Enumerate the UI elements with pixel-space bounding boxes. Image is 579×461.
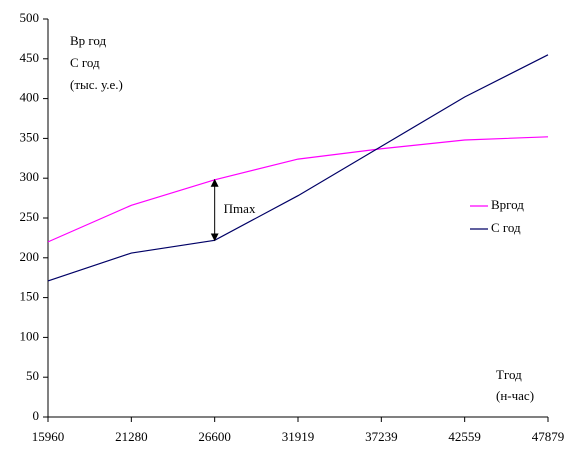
legend-label: Вргод [491,197,524,212]
y-tick-label: 450 [20,50,40,65]
y-tick-label: 300 [20,169,40,184]
y-tick-label: 0 [33,408,40,423]
x-tick-label: 47879 [532,429,565,444]
y-axis-label: Вр год [70,33,107,48]
y-tick-label: 400 [20,90,40,105]
x-tick-label: 31919 [282,429,315,444]
x-tick-label: 15960 [32,429,65,444]
x-tick-label: 42559 [448,429,481,444]
x-tick-label: 37239 [365,429,398,444]
y-tick-label: 50 [26,368,39,383]
x-axis-label: (н-час) [496,388,534,403]
x-axis-label: Тгод [496,367,522,382]
y-tick-label: 200 [20,249,40,264]
y-tick-label: 350 [20,129,40,144]
y-tick-label: 100 [20,328,40,343]
y-axis-label: С год [70,55,100,70]
y-axis-label: (тыс. у.е.) [70,77,123,92]
annotation: Пmax [224,201,256,216]
y-tick-label: 250 [20,209,40,224]
y-tick-label: 500 [20,10,40,25]
x-tick-label: 21280 [115,429,148,444]
line [47,136,549,243]
x-tick-label: 26600 [198,429,231,444]
y-tick-label: 150 [20,289,40,304]
legend-label: С год [491,220,521,235]
line [47,54,549,282]
